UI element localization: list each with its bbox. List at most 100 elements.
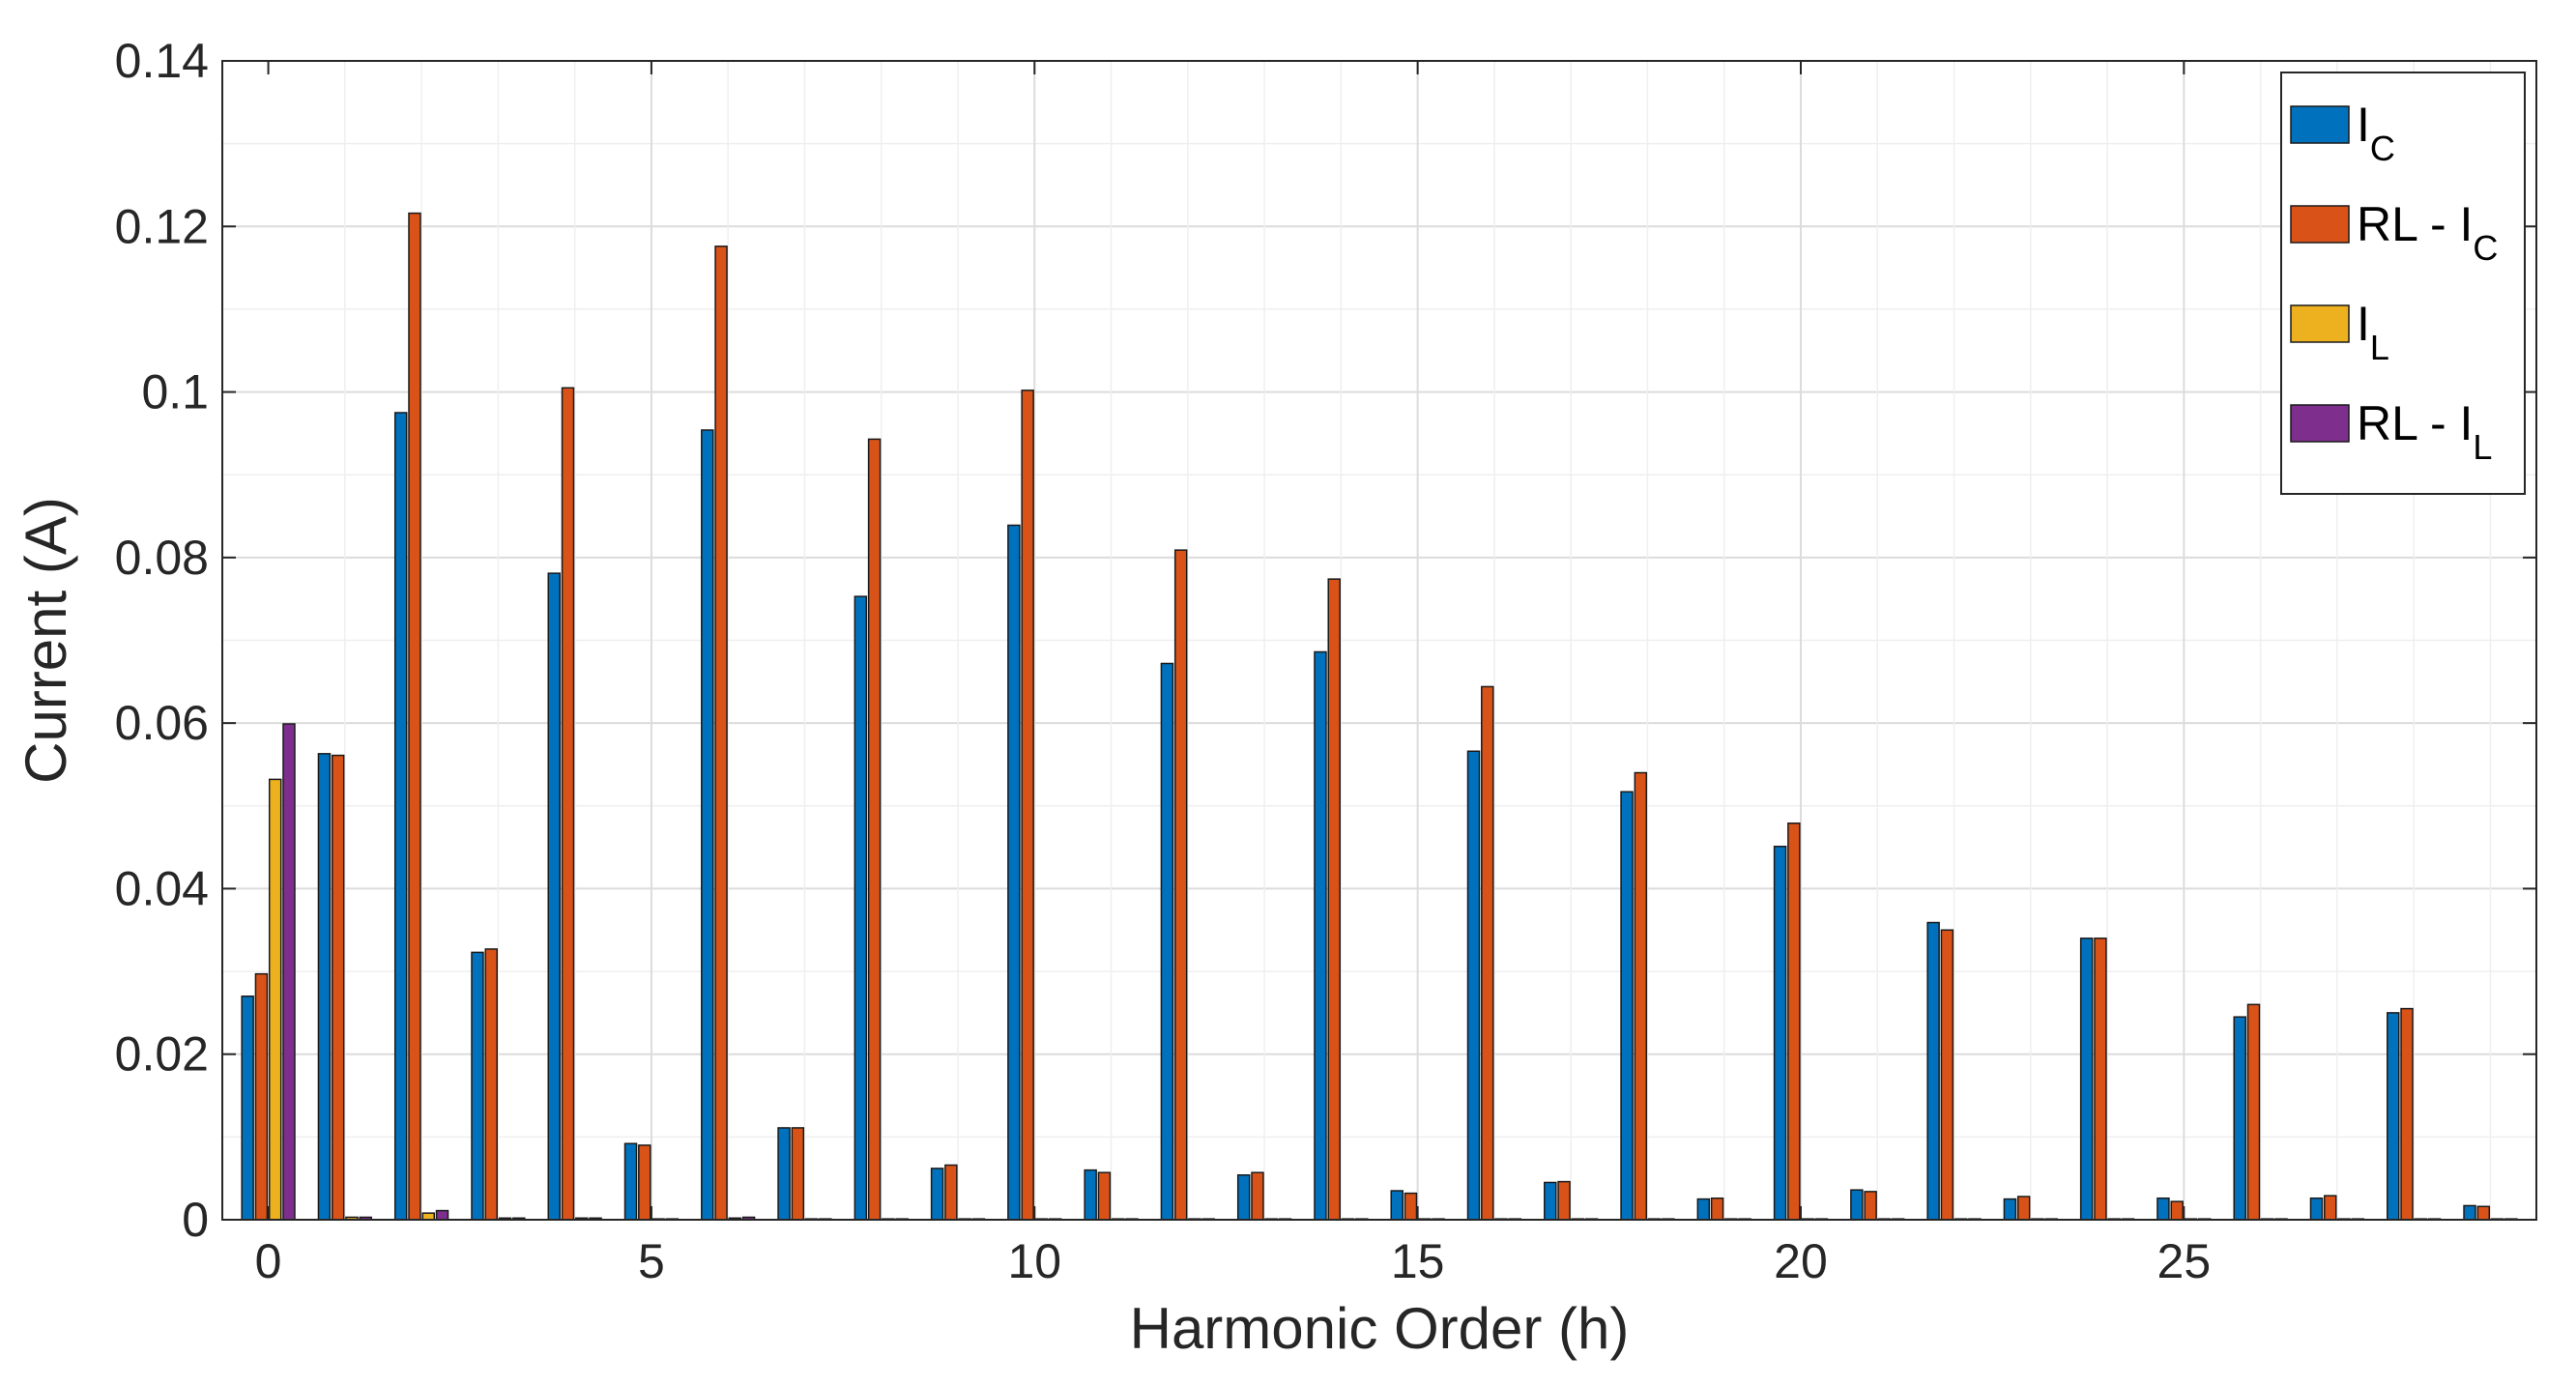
bar bbox=[1007, 524, 1021, 1221]
bar bbox=[435, 1209, 449, 1221]
bar bbox=[867, 438, 882, 1221]
legend-label: IC bbox=[2357, 98, 2395, 168]
bar bbox=[1236, 1174, 1251, 1221]
legend-label-subscript: C bbox=[2473, 228, 2498, 268]
bar bbox=[2156, 1197, 2170, 1221]
y-tick-label: 0.02 bbox=[115, 1027, 209, 1082]
bar bbox=[1710, 1197, 1724, 1221]
bar bbox=[408, 212, 421, 1221]
grid bbox=[222, 60, 2536, 1220]
y-tick-label: 0.1 bbox=[141, 365, 209, 419]
legend-label-main: RL - I bbox=[2357, 197, 2473, 251]
bar bbox=[2387, 1012, 2400, 1221]
legend-swatch bbox=[2290, 404, 2350, 443]
y-tick-label: 0.14 bbox=[115, 34, 209, 88]
bar bbox=[1940, 929, 1954, 1221]
bar bbox=[2233, 1016, 2246, 1221]
bar bbox=[2094, 938, 2107, 1221]
bar bbox=[2476, 1205, 2491, 1221]
bar bbox=[791, 1127, 805, 1221]
bar bbox=[1850, 1189, 1864, 1221]
bar bbox=[268, 778, 282, 1221]
bar bbox=[1557, 1180, 1571, 1221]
legend-label-subscript: C bbox=[2370, 129, 2395, 168]
bar bbox=[547, 572, 561, 1221]
bar bbox=[471, 951, 484, 1221]
bar bbox=[1251, 1171, 1264, 1221]
bar bbox=[1021, 390, 1034, 1221]
bar bbox=[1160, 662, 1174, 1221]
legend-label-main: I bbox=[2357, 98, 2370, 152]
bar bbox=[331, 754, 345, 1221]
y-tick-label: 0.08 bbox=[115, 531, 209, 585]
bar bbox=[1097, 1171, 1112, 1221]
bar bbox=[2246, 1003, 2261, 1221]
x-axis-title: Harmonic Order (h) bbox=[1130, 1296, 1630, 1361]
bar bbox=[1634, 771, 1648, 1221]
legend-item-3: IL bbox=[2290, 297, 2389, 367]
x-tick-label: 5 bbox=[638, 1234, 665, 1288]
axes-box bbox=[221, 60, 2537, 1221]
legend-label-main: I bbox=[2357, 297, 2370, 351]
bar bbox=[1327, 578, 1341, 1221]
x-tick-label: 15 bbox=[1391, 1234, 1445, 1288]
bar bbox=[854, 595, 868, 1221]
legend-item-4: RL - IL bbox=[2290, 396, 2492, 467]
plot-area bbox=[222, 60, 2536, 1220]
bar bbox=[1620, 791, 1634, 1221]
legend-item-2: RL - IC bbox=[2290, 197, 2498, 268]
x-tick-label: 20 bbox=[1774, 1234, 1828, 1288]
x-tick-label: 25 bbox=[2157, 1234, 2212, 1288]
y-tick-label: 0.12 bbox=[115, 199, 209, 253]
axes-group: 0 0.02 0.04 0.06 0.08 0.1 0.12 0.14 0 5 10 15 20 25 bbox=[115, 34, 2537, 1288]
bar bbox=[1404, 1192, 1418, 1221]
bar bbox=[777, 1127, 791, 1221]
bar bbox=[1787, 822, 1801, 1221]
bar bbox=[1696, 1197, 1711, 1221]
bar bbox=[561, 387, 575, 1221]
legend-label: RL - IC bbox=[2357, 197, 2498, 268]
bar bbox=[623, 1142, 638, 1221]
bar bbox=[1390, 1190, 1404, 1221]
legend-label-main: RL - I bbox=[2357, 396, 2473, 450]
bar bbox=[241, 995, 254, 1221]
y-tick-label: 0 bbox=[182, 1193, 209, 1247]
legend-label: RL - IL bbox=[2357, 396, 2492, 467]
legend-swatch bbox=[2290, 304, 2350, 343]
legend-swatch bbox=[2290, 105, 2350, 144]
bar bbox=[1084, 1169, 1097, 1221]
bar bbox=[2463, 1204, 2476, 1221]
bar bbox=[1926, 921, 1940, 1221]
bar bbox=[1314, 650, 1327, 1221]
bar bbox=[1544, 1181, 1557, 1221]
bar bbox=[930, 1168, 944, 1221]
y-tick-label: 0.04 bbox=[115, 861, 209, 915]
x-tick-label: 10 bbox=[1007, 1234, 1061, 1288]
bar bbox=[944, 1164, 958, 1221]
bar bbox=[2079, 938, 2094, 1221]
bar bbox=[1466, 750, 1481, 1221]
bar bbox=[2324, 1195, 2337, 1221]
legend-label: IL bbox=[2357, 297, 2389, 367]
bar bbox=[2400, 1007, 2414, 1221]
bar bbox=[393, 412, 408, 1221]
legend-label-subscript: L bbox=[2370, 328, 2389, 367]
x-tick-label: 0 bbox=[255, 1234, 282, 1288]
legend-item-1: IC bbox=[2290, 98, 2395, 168]
bar bbox=[1481, 685, 1494, 1221]
bar bbox=[2309, 1197, 2324, 1221]
y-tick-label: 0.06 bbox=[115, 696, 209, 750]
bar bbox=[484, 948, 498, 1221]
legend-swatch bbox=[2290, 205, 2350, 244]
bars-group bbox=[241, 212, 2518, 1221]
bar bbox=[2003, 1197, 2017, 1221]
bar bbox=[282, 723, 296, 1221]
legend-label-subscript: L bbox=[2473, 427, 2492, 467]
bar bbox=[1773, 846, 1787, 1221]
bar bbox=[1864, 1191, 1877, 1221]
bar bbox=[2170, 1200, 2184, 1221]
bar bbox=[714, 245, 728, 1221]
y-axis-title: Current (A) bbox=[14, 497, 78, 784]
